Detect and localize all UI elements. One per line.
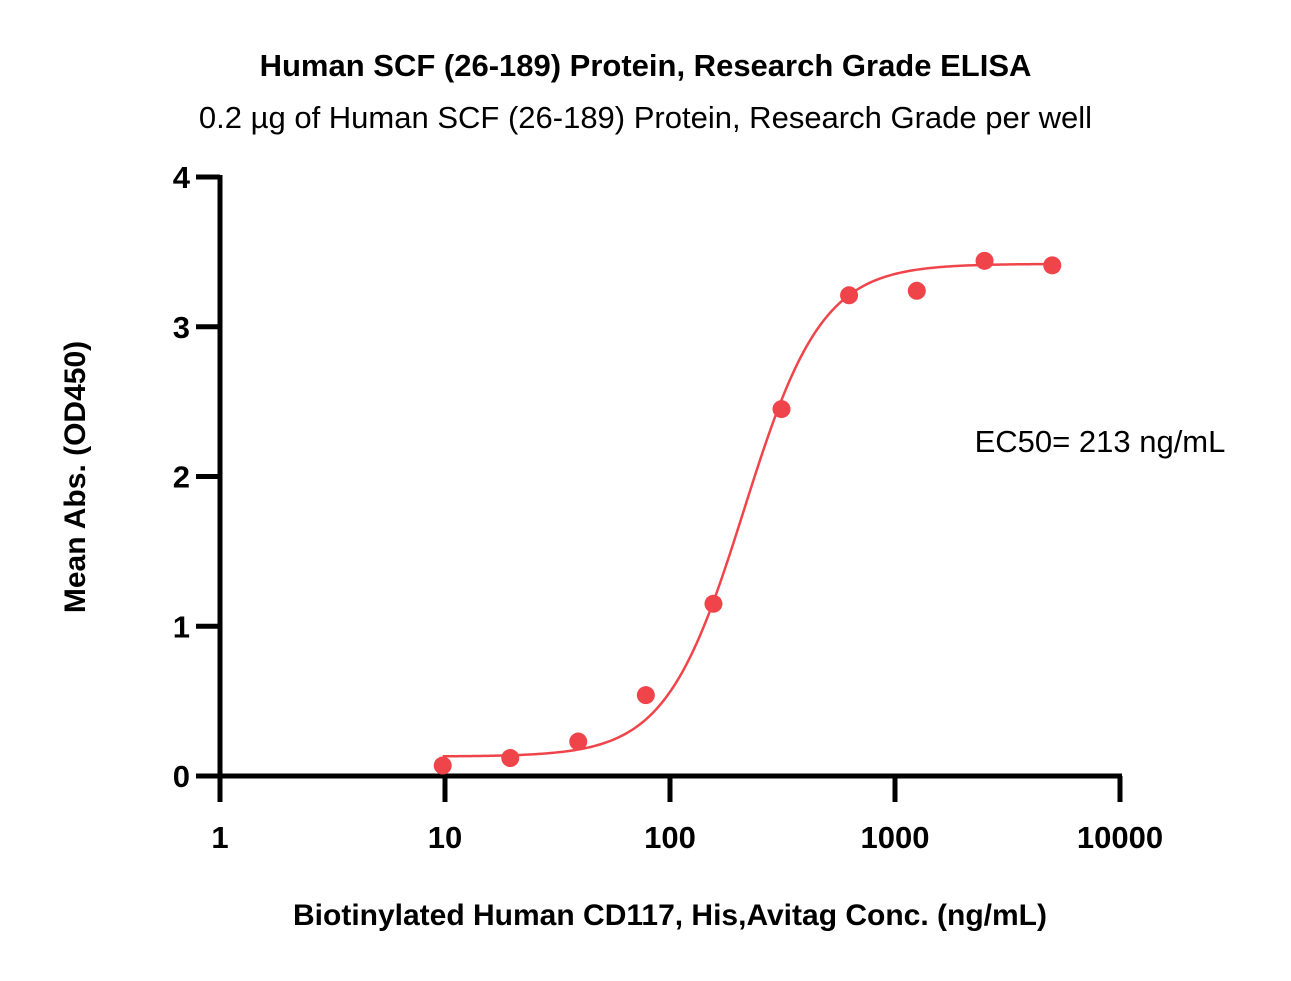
data-point <box>840 286 859 305</box>
fit-curve-group <box>442 262 1053 758</box>
fit-curve <box>442 262 1053 758</box>
y-tick-label: 0 <box>173 759 190 794</box>
data-point <box>433 756 452 775</box>
y-tick-label: 3 <box>173 310 190 345</box>
x-tick-label: 100 <box>644 820 696 855</box>
y-tick-label: 1 <box>173 609 190 644</box>
x-tick-label: 1000 <box>861 820 930 855</box>
chart-subtitle: 0.2 µg of Human SCF (26-189) Protein, Re… <box>198 100 1093 135</box>
data-point <box>975 251 994 270</box>
ec50-annotation: EC50= 213 ng/mL <box>975 424 1226 459</box>
x-tick-label: 10000 <box>1077 820 1163 855</box>
data-points <box>433 251 1062 775</box>
y-axis-label: Mean Abs. (OD450) <box>59 341 92 613</box>
data-point <box>772 400 791 419</box>
data-point <box>501 749 520 768</box>
chart-title: Human SCF (26-189) Protein, Research Gra… <box>259 48 1032 83</box>
y-tick-label: 2 <box>173 460 190 495</box>
data-point <box>569 732 588 751</box>
y-tick-label: 4 <box>173 160 191 195</box>
x-tick-label: 10 <box>428 820 462 855</box>
data-point <box>636 686 655 705</box>
data-point <box>907 281 926 300</box>
data-point <box>1043 256 1062 275</box>
x-axis-label: Biotinylated Human CD117, His,Avitag Con… <box>293 899 1047 932</box>
x-tick-label: 1 <box>211 820 228 855</box>
data-point <box>704 594 723 613</box>
